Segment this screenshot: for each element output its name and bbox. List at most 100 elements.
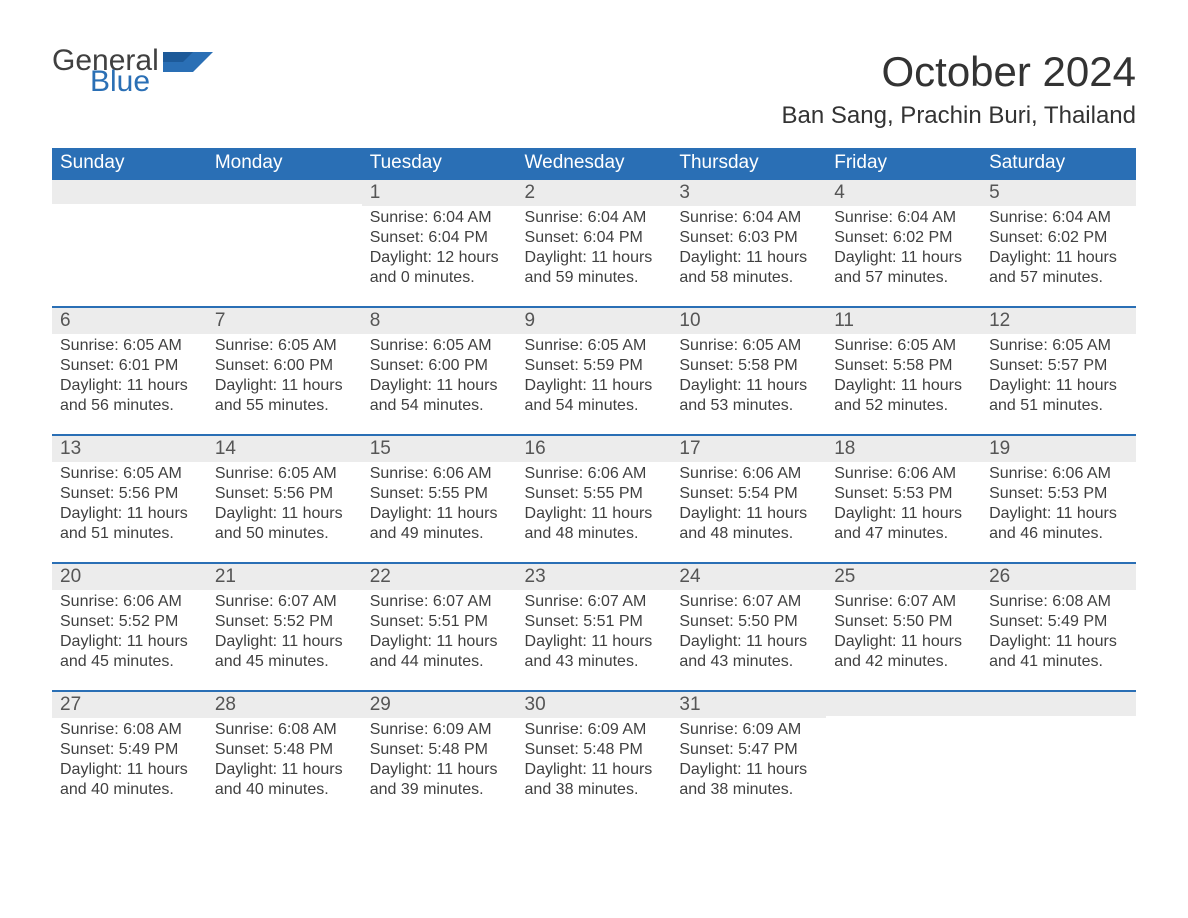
daylight-line: Daylight: 11 hours and 42 minutes. (834, 632, 973, 672)
day-details: Sunrise: 6:09 AMSunset: 5:48 PMDaylight:… (517, 718, 672, 808)
weekday-header-row: SundayMondayTuesdayWednesdayThursdayFrid… (52, 148, 1136, 178)
sunset-line: Sunset: 5:50 PM (679, 612, 818, 632)
day-number: 18 (826, 434, 981, 462)
day-details: Sunrise: 6:05 AMSunset: 5:56 PMDaylight:… (207, 462, 362, 552)
sunset-line: Sunset: 6:01 PM (60, 356, 199, 376)
calendar-week-row: 1Sunrise: 6:04 AMSunset: 6:04 PMDaylight… (52, 178, 1136, 306)
daylight-line: Daylight: 11 hours and 58 minutes. (679, 248, 818, 288)
weekday-header: Thursday (671, 148, 826, 178)
calendar-day-cell: 1Sunrise: 6:04 AMSunset: 6:04 PMDaylight… (362, 178, 517, 306)
sunset-line: Sunset: 5:58 PM (679, 356, 818, 376)
day-details: Sunrise: 6:07 AMSunset: 5:52 PMDaylight:… (207, 590, 362, 680)
daylight-line: Daylight: 11 hours and 39 minutes. (370, 760, 509, 800)
calendar-day-cell: 21Sunrise: 6:07 AMSunset: 5:52 PMDayligh… (207, 562, 362, 690)
logo: General Blue (52, 48, 213, 94)
day-number-empty (52, 178, 207, 204)
sunrise-line: Sunrise: 6:07 AM (370, 592, 509, 612)
daylight-line: Daylight: 11 hours and 44 minutes. (370, 632, 509, 672)
sunrise-line: Sunrise: 6:04 AM (679, 208, 818, 228)
weekday-header: Saturday (981, 148, 1136, 178)
calendar-day-cell: 20Sunrise: 6:06 AMSunset: 5:52 PMDayligh… (52, 562, 207, 690)
day-number: 22 (362, 562, 517, 590)
weekday-header: Wednesday (517, 148, 672, 178)
calendar-day-cell: 3Sunrise: 6:04 AMSunset: 6:03 PMDaylight… (671, 178, 826, 306)
sunset-line: Sunset: 6:02 PM (834, 228, 973, 248)
sunrise-line: Sunrise: 6:06 AM (370, 464, 509, 484)
daylight-line: Daylight: 11 hours and 59 minutes. (525, 248, 664, 288)
sunrise-line: Sunrise: 6:06 AM (989, 464, 1128, 484)
day-number: 4 (826, 178, 981, 206)
calendar-day-cell: 31Sunrise: 6:09 AMSunset: 5:47 PMDayligh… (671, 690, 826, 818)
day-number: 9 (517, 306, 672, 334)
day-number: 17 (671, 434, 826, 462)
day-number: 30 (517, 690, 672, 718)
sunset-line: Sunset: 5:59 PM (525, 356, 664, 376)
calendar-day-cell: 4Sunrise: 6:04 AMSunset: 6:02 PMDaylight… (826, 178, 981, 306)
day-details: Sunrise: 6:04 AMSunset: 6:02 PMDaylight:… (826, 206, 981, 296)
day-details: Sunrise: 6:06 AMSunset: 5:52 PMDaylight:… (52, 590, 207, 680)
day-number-empty (826, 690, 981, 716)
calendar-day-cell: 5Sunrise: 6:04 AMSunset: 6:02 PMDaylight… (981, 178, 1136, 306)
day-number-empty (207, 178, 362, 204)
calendar-day-cell (826, 690, 981, 818)
day-number: 15 (362, 434, 517, 462)
day-number: 11 (826, 306, 981, 334)
sunrise-line: Sunrise: 6:08 AM (215, 720, 354, 740)
day-number: 27 (52, 690, 207, 718)
day-details: Sunrise: 6:04 AMSunset: 6:03 PMDaylight:… (671, 206, 826, 296)
calendar-day-cell: 23Sunrise: 6:07 AMSunset: 5:51 PMDayligh… (517, 562, 672, 690)
day-number: 21 (207, 562, 362, 590)
day-number: 29 (362, 690, 517, 718)
day-number: 24 (671, 562, 826, 590)
sunset-line: Sunset: 5:48 PM (215, 740, 354, 760)
daylight-line: Daylight: 11 hours and 50 minutes. (215, 504, 354, 544)
daylight-line: Daylight: 11 hours and 48 minutes. (679, 504, 818, 544)
calendar-day-cell: 13Sunrise: 6:05 AMSunset: 5:56 PMDayligh… (52, 434, 207, 562)
day-number: 1 (362, 178, 517, 206)
sunset-line: Sunset: 5:49 PM (989, 612, 1128, 632)
daylight-line: Daylight: 11 hours and 43 minutes. (679, 632, 818, 672)
daylight-line: Daylight: 11 hours and 45 minutes. (215, 632, 354, 672)
daylight-line: Daylight: 11 hours and 49 minutes. (370, 504, 509, 544)
sunrise-line: Sunrise: 6:05 AM (989, 336, 1128, 356)
sunrise-line: Sunrise: 6:07 AM (215, 592, 354, 612)
sunset-line: Sunset: 5:48 PM (525, 740, 664, 760)
sunrise-line: Sunrise: 6:05 AM (679, 336, 818, 356)
day-details: Sunrise: 6:05 AMSunset: 5:57 PMDaylight:… (981, 334, 1136, 424)
sunrise-line: Sunrise: 6:09 AM (370, 720, 509, 740)
sunset-line: Sunset: 6:00 PM (370, 356, 509, 376)
sunrise-line: Sunrise: 6:06 AM (60, 592, 199, 612)
sunset-line: Sunset: 5:48 PM (370, 740, 509, 760)
daylight-line: Daylight: 11 hours and 54 minutes. (525, 376, 664, 416)
daylight-line: Daylight: 11 hours and 45 minutes. (60, 632, 199, 672)
day-number: 3 (671, 178, 826, 206)
calendar-day-cell: 9Sunrise: 6:05 AMSunset: 5:59 PMDaylight… (517, 306, 672, 434)
calendar-day-cell: 30Sunrise: 6:09 AMSunset: 5:48 PMDayligh… (517, 690, 672, 818)
day-number: 14 (207, 434, 362, 462)
sunrise-line: Sunrise: 6:05 AM (60, 464, 199, 484)
daylight-line: Daylight: 11 hours and 56 minutes. (60, 376, 199, 416)
day-details: Sunrise: 6:08 AMSunset: 5:49 PMDaylight:… (52, 718, 207, 808)
sunrise-line: Sunrise: 6:06 AM (525, 464, 664, 484)
sunset-line: Sunset: 5:57 PM (989, 356, 1128, 376)
sunset-line: Sunset: 6:04 PM (525, 228, 664, 248)
day-details: Sunrise: 6:05 AMSunset: 6:00 PMDaylight:… (207, 334, 362, 424)
day-details: Sunrise: 6:05 AMSunset: 5:59 PMDaylight:… (517, 334, 672, 424)
day-number-empty (981, 690, 1136, 716)
day-number: 8 (362, 306, 517, 334)
sunrise-line: Sunrise: 6:04 AM (989, 208, 1128, 228)
daylight-line: Daylight: 11 hours and 51 minutes. (60, 504, 199, 544)
calendar-day-cell: 27Sunrise: 6:08 AMSunset: 5:49 PMDayligh… (52, 690, 207, 818)
calendar-day-cell: 7Sunrise: 6:05 AMSunset: 6:00 PMDaylight… (207, 306, 362, 434)
sunset-line: Sunset: 5:47 PM (679, 740, 818, 760)
calendar-day-cell: 2Sunrise: 6:04 AMSunset: 6:04 PMDaylight… (517, 178, 672, 306)
calendar-table: SundayMondayTuesdayWednesdayThursdayFrid… (52, 148, 1136, 818)
day-details: Sunrise: 6:04 AMSunset: 6:04 PMDaylight:… (362, 206, 517, 296)
sunset-line: Sunset: 5:52 PM (60, 612, 199, 632)
day-details: Sunrise: 6:06 AMSunset: 5:55 PMDaylight:… (517, 462, 672, 552)
sunset-line: Sunset: 6:03 PM (679, 228, 818, 248)
sunrise-line: Sunrise: 6:05 AM (60, 336, 199, 356)
day-details: Sunrise: 6:05 AMSunset: 5:56 PMDaylight:… (52, 462, 207, 552)
sunrise-line: Sunrise: 6:07 AM (834, 592, 973, 612)
sunset-line: Sunset: 5:54 PM (679, 484, 818, 504)
